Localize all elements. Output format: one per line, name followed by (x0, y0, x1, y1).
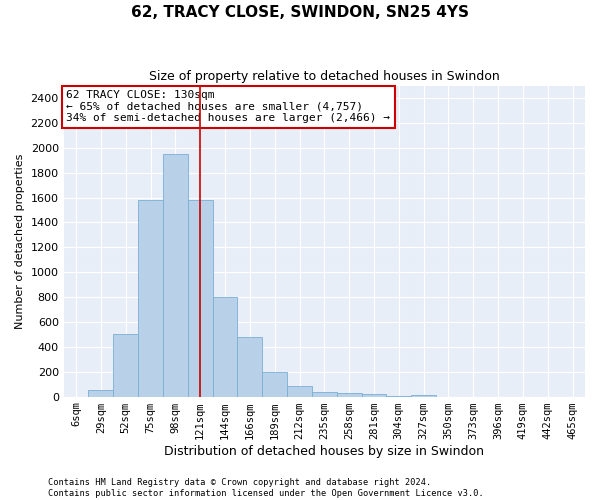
Bar (337, 393, 362, 396)
Title: Size of property relative to detached houses in Swindon: Size of property relative to detached ho… (149, 70, 500, 83)
Bar (88, 390, 113, 396)
Text: Contains HM Land Registry data © Crown copyright and database right 2024.
Contai: Contains HM Land Registry data © Crown c… (48, 478, 484, 498)
Bar (411, 394, 436, 396)
Bar (262, 372, 287, 396)
Bar (188, 200, 212, 396)
Text: 62 TRACY CLOSE: 130sqm
← 65% of detached houses are smaller (4,757)
34% of semi-: 62 TRACY CLOSE: 130sqm ← 65% of detached… (66, 90, 390, 124)
Bar (212, 297, 238, 396)
Y-axis label: Number of detached properties: Number of detached properties (15, 154, 25, 329)
Bar (138, 200, 163, 396)
Bar (287, 386, 312, 396)
Bar (362, 394, 386, 396)
Bar (312, 392, 337, 396)
Bar (238, 337, 262, 396)
X-axis label: Distribution of detached houses by size in Swindon: Distribution of detached houses by size … (164, 444, 484, 458)
Bar (113, 334, 138, 396)
Bar (163, 154, 188, 396)
Text: 62, TRACY CLOSE, SWINDON, SN25 4YS: 62, TRACY CLOSE, SWINDON, SN25 4YS (131, 5, 469, 20)
